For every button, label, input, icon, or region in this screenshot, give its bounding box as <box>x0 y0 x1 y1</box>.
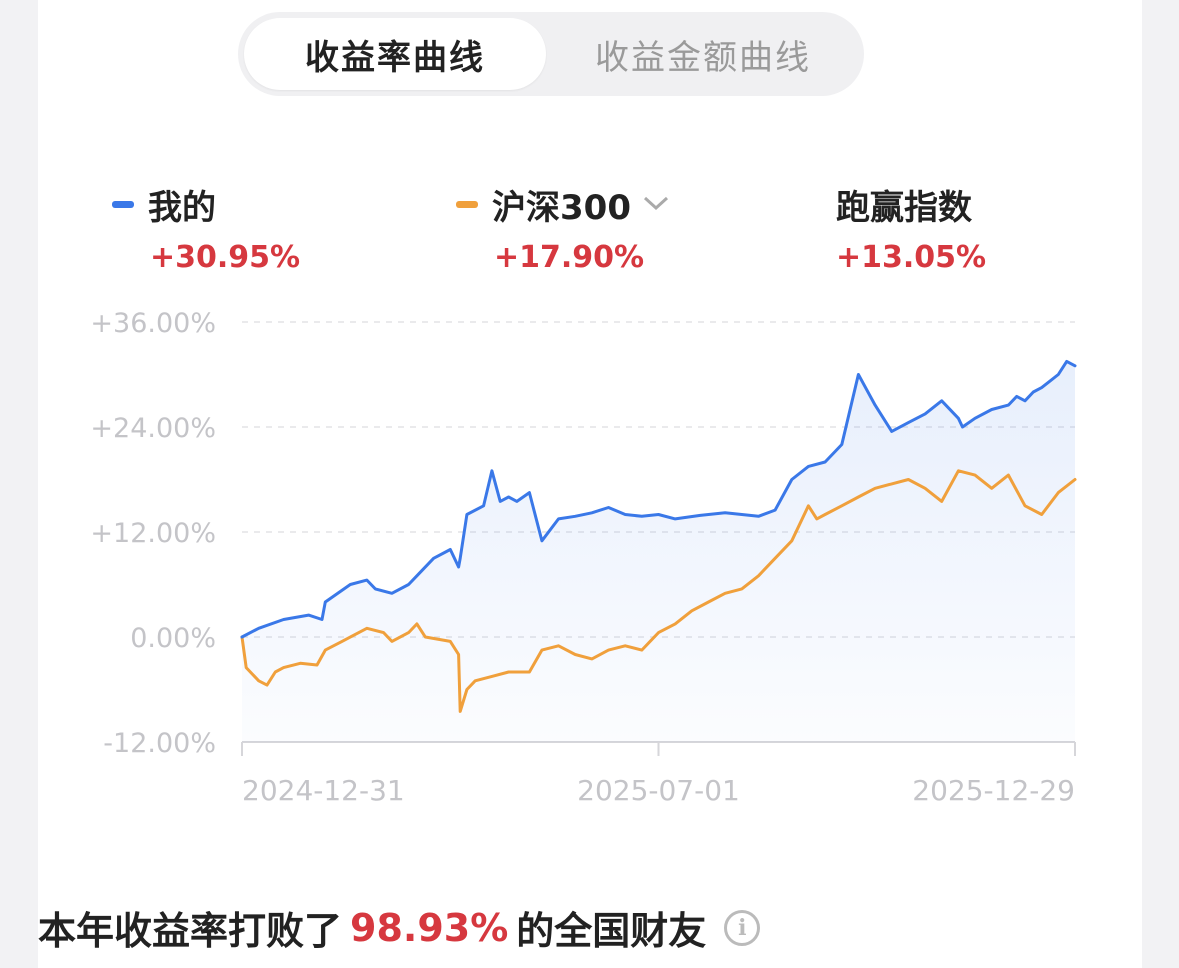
series-line-0 <box>240 359 1077 639</box>
legend-csi300-value: +17.90% <box>494 240 645 275</box>
info-icon[interactable]: i <box>724 909 761 946</box>
legend-mine-value: +30.95% <box>150 240 301 275</box>
chevron-down-icon[interactable] <box>643 192 669 217</box>
ranking-summary: 本年收益率打败了 98.93% 的全国财友 i <box>38 900 761 955</box>
x-tick-label: 2025-07-01 <box>577 774 740 807</box>
legend-blue-dash <box>112 200 134 208</box>
legend-mine: 我的 +30.95% <box>112 182 300 275</box>
series-line-1 <box>240 469 1077 713</box>
summary-prefix: 本年收益率打败了 <box>38 909 343 953</box>
y-tick-label: 0.00% <box>130 623 216 654</box>
legend-outperform-label: 跑赢指数 <box>836 187 972 228</box>
tab-return-rate[interactable]: 收益率曲线 <box>244 18 546 90</box>
summary-suffix: 的全国财友 <box>516 909 707 953</box>
y-tick-label: -12.00% <box>103 728 216 759</box>
legend-outperform-value: +13.05% <box>836 240 987 275</box>
y-tick-label: +12.00% <box>90 518 216 549</box>
legend-csi300-label: 沪深300 <box>492 187 631 228</box>
return-chart: +36.00% +24.00% +12.00% 0.00% -12.00% 2024-1… <box>90 308 1077 807</box>
y-tick-label: +24.00% <box>90 413 216 444</box>
legend-outperform: 跑赢指数 +13.05% <box>836 182 986 276</box>
legend-mine-label: 我的 <box>148 187 216 228</box>
y-tick-label: +36.00% <box>90 308 216 339</box>
tab-return-amount[interactable]: 收益金额曲线 <box>595 37 811 78</box>
legend-orange-dash <box>456 200 478 208</box>
x-tick-label: 2024-12-31 <box>242 774 405 807</box>
x-tick-label: 2025-12-29 <box>912 774 1075 807</box>
series-area-0 <box>242 361 1075 742</box>
legend-csi300[interactable]: 沪深300 +17.90% <box>456 182 669 275</box>
summary-percentile: 98.93% <box>350 905 509 950</box>
curve-type-switch: 收益率曲线 收益金额曲线 <box>238 12 864 96</box>
